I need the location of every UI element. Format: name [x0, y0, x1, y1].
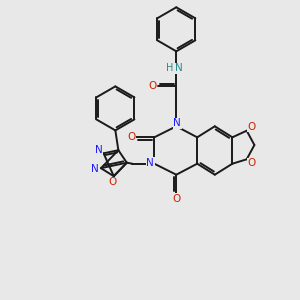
- Text: O: O: [172, 194, 180, 204]
- Text: N: N: [173, 118, 181, 128]
- Text: N: N: [95, 145, 103, 155]
- Text: O: O: [248, 158, 256, 168]
- Text: N: N: [91, 164, 99, 174]
- Text: N: N: [146, 158, 154, 168]
- Text: O: O: [127, 132, 135, 142]
- Text: O: O: [248, 122, 256, 132]
- Text: N: N: [176, 63, 183, 73]
- Text: H: H: [166, 63, 173, 73]
- Text: O: O: [148, 81, 156, 91]
- Text: O: O: [109, 177, 117, 187]
